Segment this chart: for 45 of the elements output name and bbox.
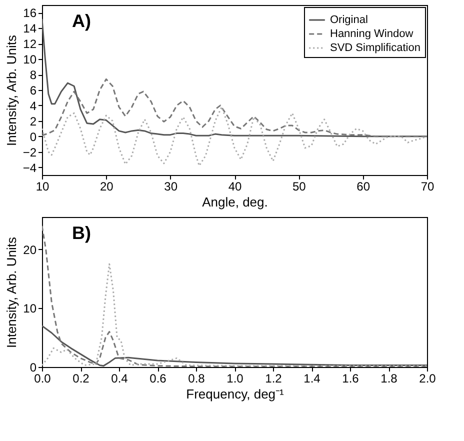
x-tick-label: 0.6 (150, 372, 167, 386)
line-series (42, 78, 427, 138)
y-tick-label: 12 (23, 37, 37, 52)
y-tick-label: −4 (22, 160, 37, 175)
x-tick-label: 20 (100, 180, 114, 194)
x-tick-label: 1.2 (265, 372, 282, 386)
x-tick-label: 1.8 (380, 372, 398, 386)
x-tick-label: 0.2 (72, 372, 90, 386)
legend-label: Hanning Window (330, 28, 414, 40)
y-tick-label: −2 (22, 145, 37, 160)
x-tick-label: 40 (228, 180, 242, 194)
x-tick-label: 0.0 (34, 372, 52, 386)
legend-label: SVD Simplification (330, 42, 420, 54)
y-tick-label: 10 (23, 52, 37, 67)
line-series (42, 325, 427, 367)
line-series (42, 263, 427, 367)
y-tick-label: 20 (23, 242, 37, 257)
x-tick-label: 0.4 (111, 372, 128, 386)
y-tick-label: 16 (23, 6, 37, 20)
x-axis-title: Angle, deg. (202, 194, 268, 210)
y-tick-label: 0 (30, 360, 37, 374)
line-series (42, 225, 427, 367)
x-tick-label: 60 (356, 180, 370, 194)
y-tick-label: 6 (30, 84, 37, 98)
x-tick-label: 1.6 (342, 372, 360, 386)
x-axis-title: Frequency, deg⁻¹ (186, 386, 285, 402)
x-tick-label: 2.0 (419, 372, 436, 386)
x-tick-label: 50 (292, 180, 306, 194)
y-tick-label: 10 (23, 302, 37, 316)
x-tick-label: 30 (164, 180, 178, 194)
legend-label: Original (330, 14, 368, 26)
y-axis-title: Intensity, Arb. Units (4, 236, 20, 348)
annotation: B) (72, 223, 91, 243)
y-axis-title: Intensity, Arb. Units (4, 34, 19, 146)
x-tick-label: 1.4 (304, 372, 321, 386)
y-tick-label: 0 (30, 130, 37, 144)
annotation: A) (72, 11, 91, 31)
x-tick-label: 0.8 (188, 372, 206, 386)
x-tick-label: 70 (420, 180, 434, 194)
y-tick-label: 2 (30, 114, 37, 128)
y-tick-label: 4 (30, 98, 37, 113)
y-tick-label: 8 (30, 68, 37, 82)
x-tick-label: 1.0 (226, 372, 244, 386)
line-series (42, 106, 427, 166)
y-tick-label: 14 (23, 22, 37, 36)
